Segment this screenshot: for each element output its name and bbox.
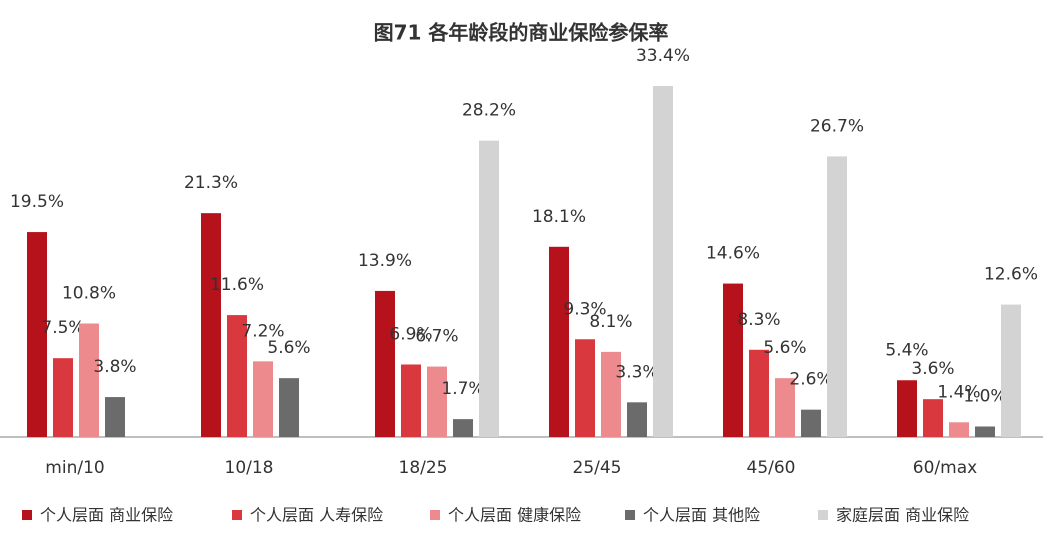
legend-swatch (818, 510, 828, 520)
x-tick-label: 60/max (913, 458, 977, 478)
value-label: 13.9% (358, 251, 412, 271)
bar (105, 397, 125, 437)
value-label: 2.6% (789, 370, 832, 390)
value-label: 26.7% (810, 116, 864, 136)
bar (279, 378, 299, 437)
value-label: 12.6% (984, 265, 1038, 285)
bar (549, 246, 569, 437)
legend-swatch (22, 510, 32, 520)
legend-label: 个人层面 其他险 (643, 506, 760, 525)
value-label: 5.6% (763, 338, 806, 358)
value-label: 21.3% (184, 173, 238, 193)
bar (975, 426, 995, 437)
bar (575, 339, 595, 437)
value-label: 5.4% (885, 340, 928, 360)
value-label: 3.3% (615, 362, 658, 382)
legend-label: 个人层面 商业保险 (40, 506, 173, 525)
legend-label: 家庭层面 商业保险 (836, 506, 969, 525)
x-tick-label: 10/18 (225, 458, 274, 478)
value-label: 28.2% (462, 101, 516, 121)
value-label: 3.8% (93, 357, 136, 377)
value-label: 14.6% (706, 244, 760, 264)
bar (453, 419, 473, 437)
legend-label: 个人层面 人寿保险 (250, 506, 383, 525)
bar (775, 378, 795, 437)
bar (1001, 304, 1021, 437)
legend-label: 个人层面 健康保险 (448, 506, 581, 525)
bar (801, 409, 821, 437)
bar (227, 315, 247, 437)
legend-swatch (232, 510, 242, 520)
legend-swatch (430, 510, 440, 520)
bar (749, 349, 769, 437)
bar (53, 358, 73, 437)
x-tick-label: 25/45 (573, 458, 622, 478)
bar (375, 290, 395, 437)
bar (201, 213, 221, 437)
bar (427, 366, 447, 437)
value-label: 19.5% (10, 192, 64, 212)
value-label: 5.6% (267, 338, 310, 358)
value-label: 8.1% (589, 312, 632, 332)
bar (923, 399, 943, 437)
bar (897, 380, 917, 437)
value-label: 18.1% (532, 207, 586, 227)
value-label: 33.4% (636, 46, 690, 66)
bar (653, 86, 673, 437)
x-tick-label: 45/60 (747, 458, 796, 478)
bar (601, 351, 621, 437)
bar (79, 323, 99, 437)
bar (253, 361, 273, 437)
value-label: 6.7% (415, 327, 458, 347)
x-tick-label: min/10 (45, 458, 104, 478)
bar (949, 422, 969, 437)
bar (827, 156, 847, 437)
value-label: 1.7% (441, 379, 484, 399)
value-label: 8.3% (737, 310, 780, 330)
value-label: 3.6% (911, 359, 954, 379)
value-label: 1.0% (963, 386, 1006, 406)
bar (401, 364, 421, 437)
value-label: 10.8% (62, 284, 116, 304)
chart-title: 图71 各年龄段的商业保险参保率 (374, 21, 669, 45)
value-label: 9.3% (563, 299, 606, 319)
value-label: 7.5% (41, 318, 84, 338)
legend-swatch (625, 510, 635, 520)
value-label: 1.4% (937, 382, 980, 402)
bar (627, 402, 647, 437)
value-label: 11.6% (210, 275, 264, 295)
bar (27, 232, 47, 437)
value-label: 7.2% (241, 321, 284, 341)
x-tick-label: 18/25 (399, 458, 448, 478)
value-label: 6.9% (389, 324, 432, 344)
bar (723, 283, 743, 437)
bar (479, 140, 499, 437)
